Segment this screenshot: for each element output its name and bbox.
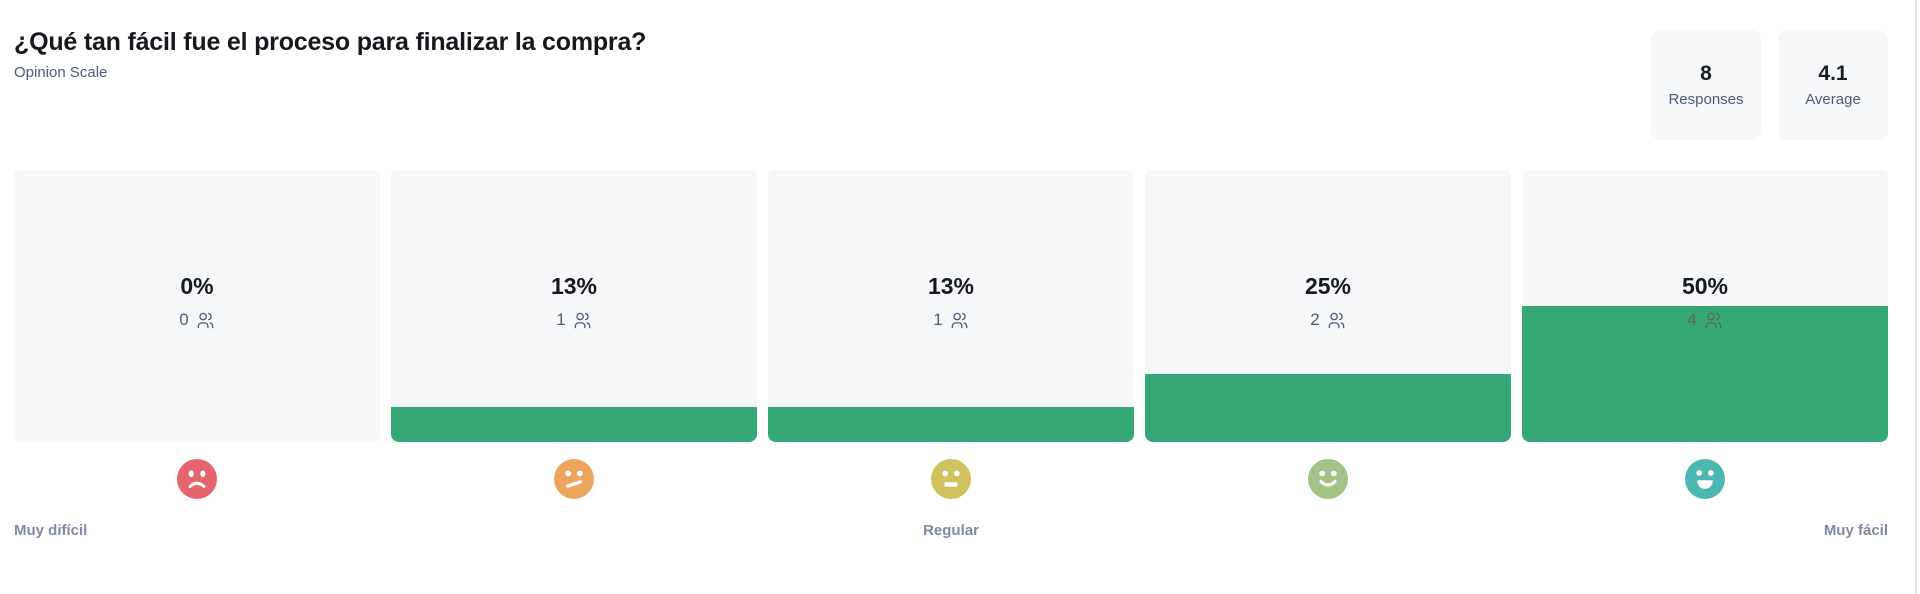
percent-label: 50%: [1681, 273, 1729, 299]
emoji-scale-row: [14, 459, 1888, 499]
scale-label-mid: Regular: [923, 522, 979, 539]
responses-count: 8: [1700, 62, 1712, 85]
question-header: ¿Qué tan fácil fue el proceso para final…: [14, 28, 646, 81]
scale-labels: Muy difícil Regular Muy fácil: [14, 522, 1888, 542]
users-icon: [1328, 312, 1345, 328]
response-count: 4: [1522, 310, 1888, 330]
scale-label-min: Muy difícil: [14, 522, 88, 539]
users-icon: [197, 312, 214, 328]
stats-group: 8 Responses 4.1 Average: [1651, 30, 1888, 140]
count-value: 2: [1310, 310, 1320, 329]
response-count: 0: [14, 310, 380, 330]
response-count: 2: [1145, 310, 1511, 330]
scale-label-max: Muy fácil: [1823, 522, 1888, 539]
average-value: 4.1: [1818, 62, 1848, 85]
bar-fill: [1145, 374, 1511, 442]
big-smile-face-icon: [1685, 459, 1725, 499]
sad-face-icon: [177, 459, 217, 499]
question-title: ¿Qué tan fácil fue el proceso para final…: [14, 28, 647, 56]
users-icon: [951, 312, 968, 328]
average-stat-box: 4.1 Average: [1778, 30, 1888, 140]
smile-face-icon: [1308, 459, 1348, 499]
percent-label: 0%: [180, 273, 214, 299]
bar-fill: [1522, 306, 1888, 442]
response-count: 1: [391, 310, 757, 330]
responses-label: Responses: [1668, 91, 1744, 108]
percent-label: 13%: [927, 273, 975, 299]
bar-fill: [391, 406, 757, 442]
rating-column-5: 50% 4: [1522, 170, 1888, 442]
percent-label: 13%: [550, 273, 598, 299]
rating-column-2: 13% 1: [391, 170, 757, 442]
neutral-face-icon: [931, 459, 971, 499]
percent-label: 25%: [1304, 273, 1352, 299]
average-label: Average: [1805, 91, 1861, 108]
rating-column-4: 25% 2: [1145, 170, 1511, 442]
users-icon: [1705, 312, 1722, 328]
count-value: 1: [556, 310, 566, 329]
confused-face-icon: [554, 459, 594, 499]
rating-column-1: 0% 0: [14, 170, 380, 442]
response-count: 1: [768, 310, 1134, 330]
users-icon: [574, 312, 591, 328]
count-value: 4: [1687, 310, 1697, 329]
question-type-label: Opinion Scale: [14, 64, 108, 81]
scrollbar[interactable]: [1915, 0, 1917, 594]
responses-stat-box: 8 Responses: [1651, 30, 1761, 140]
count-value: 0: [179, 310, 189, 329]
count-value: 1: [933, 310, 943, 329]
rating-columns: 0% 0 13% 1 13% 1 25%: [14, 170, 1888, 442]
bar-fill: [768, 406, 1134, 442]
rating-column-3: 13% 1: [768, 170, 1134, 442]
